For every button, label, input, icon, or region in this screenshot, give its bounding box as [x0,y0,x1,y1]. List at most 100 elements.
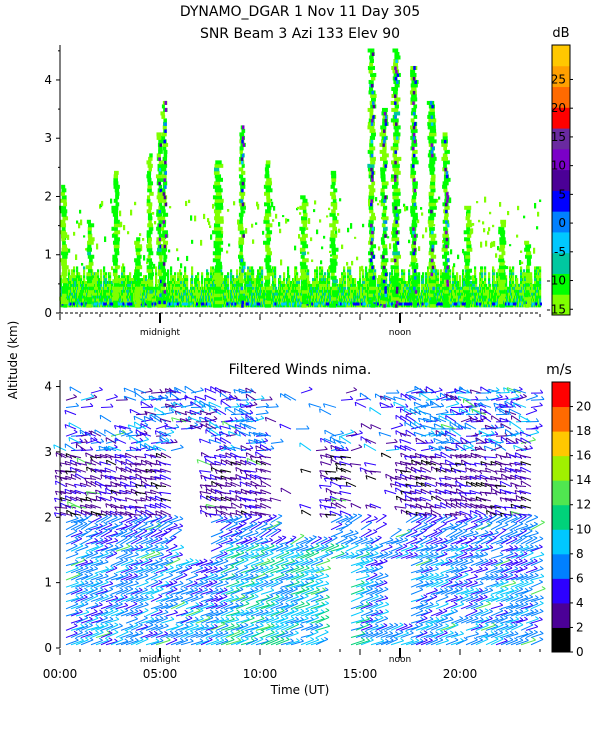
snr-cell [418,275,421,279]
snr-cell [237,219,240,225]
snr-cell [539,199,542,203]
snr-cell [230,272,233,276]
snr-cell [436,198,439,203]
snr-cell [472,286,475,290]
snr-cell [236,269,239,273]
snr-cell [247,272,250,276]
snr-cell [119,278,122,282]
snr-cell [119,283,122,287]
snr-cell [101,286,104,290]
snr-cell [493,269,496,273]
snr-cell [296,280,299,284]
snr-cell [234,283,237,287]
snr-cell [530,272,533,276]
snr-cell [210,275,213,279]
snr-cell [287,269,290,273]
snr-cell [440,272,443,276]
snr-cell [338,302,341,306]
snr-cell [100,275,103,279]
snr-cell [376,302,379,306]
snr-cell [174,272,177,276]
snr-cell [404,283,407,287]
snr-cell [463,286,466,290]
snr-cell [104,236,107,243]
snr-cell [191,278,194,282]
snr-cell [143,283,146,287]
snr-cell [463,275,466,279]
snr-cell [274,272,277,276]
snr-cell [506,266,509,270]
snr-cell [447,269,450,273]
snr-cell [170,302,173,306]
snr-cell [129,286,132,290]
snr-cell [437,269,440,273]
snr-cell [437,286,440,290]
snr-cell [247,266,250,270]
snr-cell [177,275,180,279]
snr-cell [221,272,224,276]
snr-cell [117,302,120,306]
snr-cell [188,199,191,204]
snr-cell [170,272,173,276]
snr-cell [186,302,189,306]
snr-cell [227,209,230,212]
snr-cell [274,283,277,287]
snr-cell [363,289,366,293]
snr-cell [244,275,247,279]
snr-cell [127,289,130,293]
snr-cell [83,275,86,279]
snr-cell [296,283,299,287]
snr-cell [119,210,122,217]
snr-cell [464,253,467,259]
snr-cell [92,275,95,279]
snr-cell [103,269,106,273]
snr-cell [463,280,466,284]
snr-cell [440,278,443,282]
snr-cell [104,302,107,306]
snr-cell [481,272,484,276]
snr-cell [521,261,524,265]
snr-cell [350,275,353,279]
snr-cell [123,275,126,279]
snr-cell [366,272,369,276]
snr-cell [427,272,430,276]
snr-cell [201,283,204,287]
snr-cell [359,283,362,287]
snr-cell [347,275,350,279]
snr-cell [274,302,277,306]
snr-cell [109,283,112,287]
snr-cell [243,210,246,214]
snr-cell [210,283,213,287]
snr-cell [406,280,409,284]
snr-cell [69,302,72,306]
snr-cell [296,278,299,282]
snr-cell [221,230,224,235]
snr-cell [151,302,154,306]
snr-cell [76,269,79,273]
snr-cell [456,272,459,276]
snr-cell [177,283,180,287]
snr-cell [127,275,130,279]
snr-cell [247,269,250,273]
snr-cell [224,275,227,279]
snr-cell [60,286,63,290]
snr-cell [509,266,512,270]
snr-cell [316,269,319,273]
snr-cell [512,278,515,282]
snr-cell [249,283,252,287]
snr-cell [95,302,98,306]
snr-cell [439,302,442,306]
snr-cell [119,289,122,293]
snr-cell [100,272,103,276]
snr-cell [287,218,290,222]
snr-cell [321,283,324,287]
snr-cell [403,275,406,279]
snr-cell [234,302,237,306]
snr-cell [254,278,257,282]
snr-cell [539,304,542,308]
snr-cell [230,280,233,284]
snr-cell [177,257,180,261]
snr-cell [401,286,404,290]
snr-cell [404,206,407,212]
snr-cell [460,289,463,293]
